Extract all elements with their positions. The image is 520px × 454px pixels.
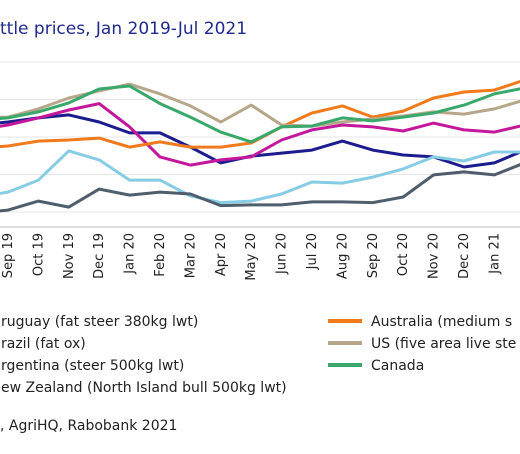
x-tick-label: Oct 19	[31, 233, 46, 276]
x-tick-label: Sep 19	[1, 233, 16, 278]
plot-lines	[0, 80, 520, 213]
x-tick-label: Aug 20	[335, 233, 350, 279]
x-tick-label: Nov 20	[427, 233, 442, 279]
x-tick-label: May 20	[244, 233, 259, 281]
series-line	[0, 102, 520, 167]
x-axis: Sep 19 Oct 19 Nov 19 Dec 19 Jan 20 Feb 20 Mar …	[1, 233, 502, 281]
legend-label: Canada	[371, 358, 424, 374]
legend-label: US (five area live ste	[371, 336, 516, 352]
legend-label: razil (fat ox)	[1, 336, 86, 352]
series-line	[0, 163, 520, 213]
x-tick-label: Nov 19	[62, 233, 77, 279]
x-tick-label: Sep 20	[366, 233, 381, 278]
x-tick-label: Feb 20	[153, 233, 168, 277]
series-line	[0, 84, 520, 144]
x-tick-label: Mar 20	[183, 233, 198, 278]
x-tick-label: Jan 21	[487, 233, 502, 275]
legend-label: Australia (medium s	[371, 314, 512, 330]
legend-label: ruguay (fat steer 380kg lwt)	[1, 314, 198, 330]
x-tick-label: Dec 19	[92, 233, 107, 279]
legend: ruguay (fat steer 380kg lwt) razil (fat o…	[1, 314, 516, 396]
x-tick-label: Oct 20	[396, 233, 411, 276]
source-note: , AgriHQ, Rabobank 2021	[0, 418, 177, 434]
legend-label: rgentina (steer 500kg lwt)	[1, 358, 184, 374]
series-line	[0, 82, 520, 128]
series-line	[0, 149, 520, 205]
x-tick-label: Jan 20	[123, 233, 138, 275]
x-tick-label: Jul 20	[305, 233, 320, 270]
x-tick-label: Dec 20	[457, 233, 472, 279]
legend-label: ew Zealand (North Island bull 500kg lwt)	[1, 380, 287, 396]
x-tick-label: Apr 20	[214, 233, 229, 276]
chart-title: ttle prices, Jan 2019-Jul 2021	[0, 19, 247, 39]
x-tick-label: Jun 20	[275, 233, 290, 275]
